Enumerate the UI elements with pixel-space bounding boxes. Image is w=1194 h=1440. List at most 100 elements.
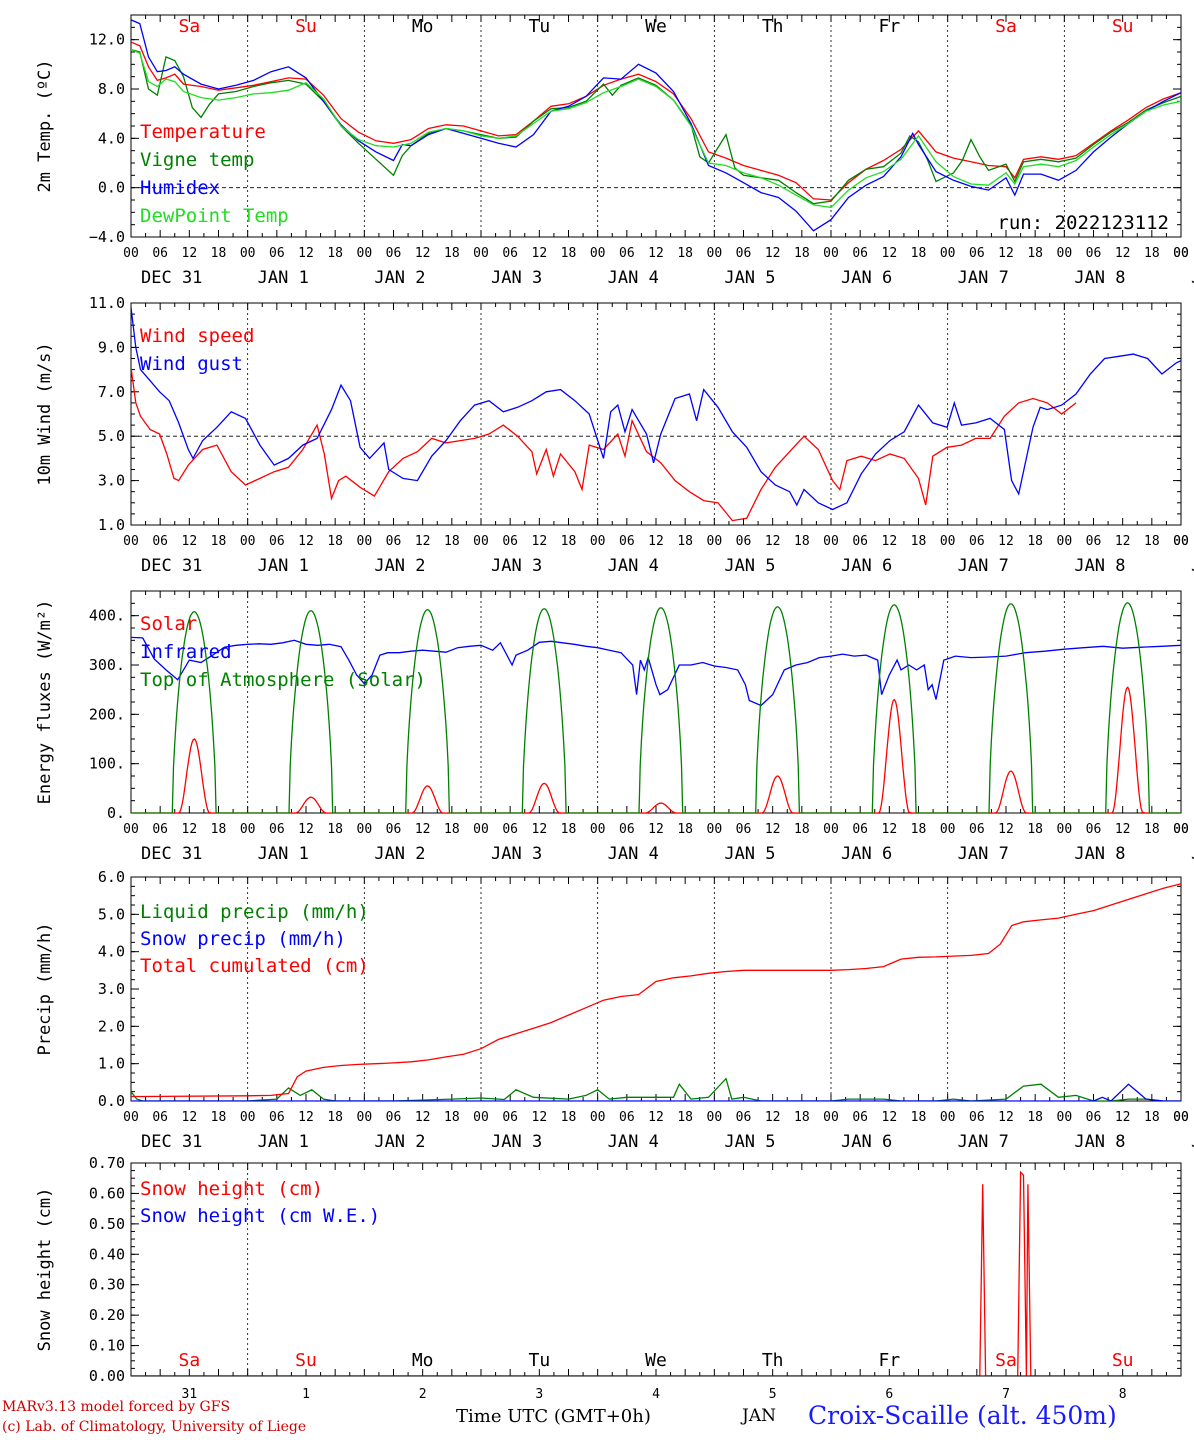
date-label: JAN 2: [374, 556, 425, 576]
day-name-label: Sa: [995, 16, 1017, 37]
hour-tick-label: 06: [152, 822, 168, 837]
series-line-humidex: [131, 19, 1181, 232]
day-name-label: Mo: [412, 16, 434, 37]
hour-tick-label: 06: [502, 534, 518, 549]
legend-entry: Wind gust: [140, 353, 243, 375]
hour-tick-label: 18: [911, 822, 927, 837]
day-number-label: 2: [419, 1387, 427, 1402]
hour-tick-label: 06: [502, 246, 518, 261]
date-label: JAN 1: [258, 1132, 309, 1152]
y-axis-label: Snow height (cm): [35, 1188, 55, 1352]
ytick-label: 0.0: [98, 1092, 125, 1110]
hour-tick-label: 12: [765, 246, 781, 261]
hour-tick-label: 06: [269, 534, 285, 549]
hour-tick-label: 12: [882, 246, 898, 261]
hour-tick-label: 12: [998, 1110, 1014, 1125]
hour-tick-label: 00: [707, 822, 723, 837]
hour-tick-label: 18: [444, 246, 460, 261]
date-label: JAN 5: [724, 844, 775, 864]
date-label: JAN 2: [374, 1132, 425, 1152]
hour-tick-label: 00: [357, 534, 373, 549]
hour-tick-label: 12: [1115, 246, 1131, 261]
hour-tick-label: 18: [444, 822, 460, 837]
hour-tick-label: 00: [1057, 822, 1073, 837]
hour-tick-label: 06: [736, 534, 752, 549]
legend-entry: Top of Atmosphere (Solar): [140, 669, 426, 691]
hour-tick-label: 12: [1115, 1110, 1131, 1125]
hour-tick-label: 12: [415, 1110, 431, 1125]
legend-entry: Humidex: [140, 177, 220, 199]
hour-tick-label: 00: [240, 246, 256, 261]
hour-tick-label: 12: [415, 534, 431, 549]
hour-tick-label: 18: [794, 1110, 810, 1125]
hour-tick-label: 06: [736, 246, 752, 261]
date-label: DEC 31: [141, 556, 202, 576]
day-name-label: Su: [1112, 16, 1134, 37]
hour-tick-label: 18: [211, 246, 227, 261]
footer-copyright-line: (c) Lab. of Climatology, University of L…: [2, 1419, 307, 1435]
hour-tick-label: 12: [765, 822, 781, 837]
station-title: Croix-Scaille (alt. 450m): [808, 1401, 1117, 1430]
plot-frame: [130, 302, 1182, 526]
time-axis-label: Time UTC (GMT+0h): [456, 1406, 651, 1427]
date-label: JAN 7: [958, 556, 1009, 576]
series-group: [131, 307, 1181, 522]
series-group: [131, 883, 1181, 1101]
series-line-top-of-atmosphere-solar-: [131, 602, 1181, 813]
day-name-label: Su: [1112, 1350, 1134, 1371]
hour-tick-label: 00: [1173, 534, 1189, 549]
ytick-label: 0.60: [89, 1184, 125, 1202]
hour-tick-label: 18: [211, 534, 227, 549]
ytick-label: 6.0: [98, 868, 125, 886]
hour-tick-label: 12: [532, 822, 548, 837]
date-label: JAN 6: [841, 844, 892, 864]
hour-tick-label: 18: [1027, 822, 1043, 837]
hour-tick-label: 12: [298, 246, 314, 261]
date-label: JAN 5: [724, 1132, 775, 1152]
hour-tick-label: 18: [794, 822, 810, 837]
panel-precip: 0.0 1.0 2.0 3.0 4.0 5.0 6.0 Precip (mm/h) 00 06 12…: [35, 868, 1194, 1152]
hour-tick-label: 18: [794, 534, 810, 549]
day-name-label: Su: [295, 16, 317, 37]
ytick-label: 5.0: [98, 427, 125, 445]
panel-snow: 0.00 0.10 0.20 0.30 0.40 0.50 0.60 0.70 Snow hei…: [35, 1154, 1182, 1402]
panel-wind: 1.0 3.0 5.0 7.0 9.0 11.0 10m Wind (m/s) 00 06 12 1…: [35, 294, 1194, 576]
date-label: DEC 31: [141, 844, 202, 864]
ytick-label: 0.40: [89, 1245, 125, 1263]
hour-tick-label: 18: [327, 1110, 343, 1125]
ytick-label: 9.0: [98, 338, 125, 356]
hour-tick-label: 12: [765, 1110, 781, 1125]
day-number-label: 3: [535, 1387, 543, 1402]
hour-tick-label: 00: [940, 534, 956, 549]
legend-entry: Solar: [140, 613, 197, 635]
date-label: JAN 5: [724, 556, 775, 576]
hour-tick-label: 18: [561, 822, 577, 837]
day-number-label: 5: [769, 1387, 777, 1402]
ytick-label: 0.10: [89, 1337, 125, 1355]
ytick-label: 0.20: [89, 1306, 125, 1324]
day-number-label: 4: [652, 1387, 660, 1402]
date-label: JAN 7: [958, 268, 1009, 288]
hour-tick-label: 06: [152, 534, 168, 549]
series-line-liquid-precip-mm-h-: [131, 1077, 1181, 1101]
hour-tick-label: 06: [619, 534, 635, 549]
hour-tick-label: 12: [182, 822, 198, 837]
plot-frame: [130, 590, 1182, 814]
date-label: JAN 8: [1074, 1132, 1125, 1152]
day-name-label: Th: [762, 16, 784, 37]
hour-tick-label: 18: [444, 534, 460, 549]
hour-tick-label: 00: [240, 1110, 256, 1125]
ytick-label: 0.0: [98, 179, 125, 197]
series-group: [131, 1170, 1181, 1376]
month-label: JAN: [742, 1406, 776, 1426]
day-name-label: Mo: [412, 1350, 434, 1371]
hour-tick-label: 18: [211, 822, 227, 837]
hour-tick-label: 00: [240, 822, 256, 837]
date-label: JAN 3: [491, 268, 542, 288]
hour-tick-label: 18: [561, 246, 577, 261]
hour-tick-label: 00: [823, 822, 839, 837]
hour-tick-label: 18: [677, 246, 693, 261]
hour-tick-label: 12: [298, 1110, 314, 1125]
hour-tick-label: 06: [269, 1110, 285, 1125]
hour-tick-label: 06: [1086, 1110, 1102, 1125]
